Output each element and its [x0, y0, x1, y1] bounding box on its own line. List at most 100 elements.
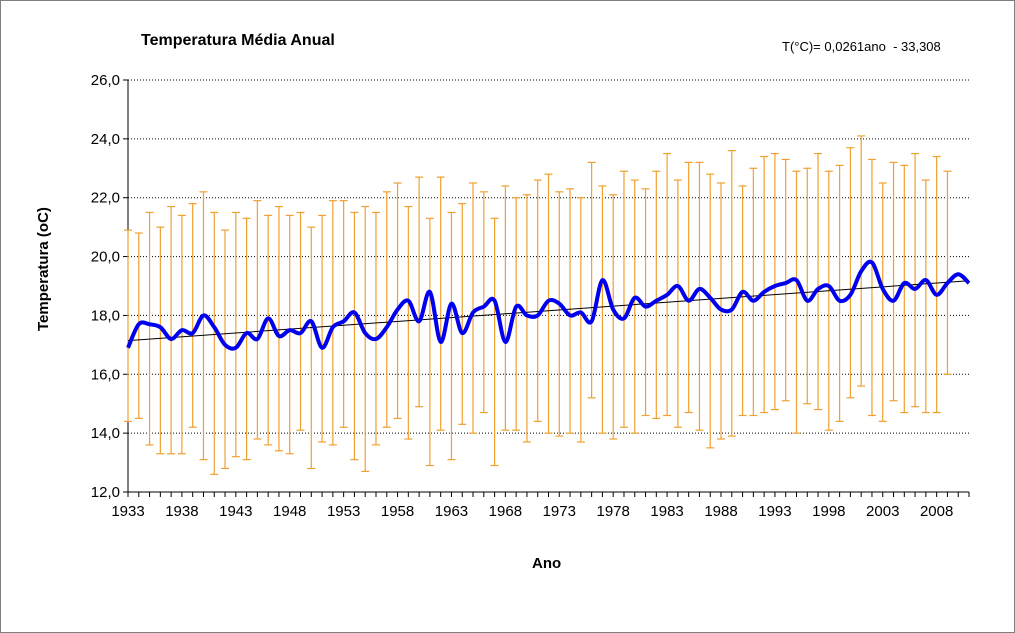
mean-temperature-line	[126, 259, 971, 351]
mean-point	[816, 287, 820, 291]
mean-point	[201, 313, 205, 317]
x-tick-label: 1968	[489, 503, 522, 520]
mean-point	[644, 305, 648, 309]
mean-point	[913, 287, 917, 291]
mean-point	[471, 310, 475, 314]
y-tick-label: 14,0	[91, 425, 120, 442]
mean-point	[730, 308, 734, 312]
mean-point	[633, 296, 637, 300]
mean-point	[827, 284, 831, 288]
mean-point	[449, 302, 453, 306]
mean-point	[514, 305, 518, 309]
mean-point	[557, 302, 561, 306]
mean-point	[945, 281, 949, 285]
mean-point	[622, 316, 626, 320]
mean-point	[266, 316, 270, 320]
y-tick-label: 18,0	[91, 307, 120, 324]
mean-point	[385, 325, 389, 329]
y-tick-label: 16,0	[91, 366, 120, 383]
mean-point	[881, 287, 885, 291]
trendline-equation: T(°C)= 0,0261ano - 33,308	[782, 39, 941, 54]
mean-point	[579, 310, 583, 314]
x-tick-label: 1953	[327, 503, 360, 520]
mean-point	[331, 325, 335, 329]
x-tick-label: 1963	[435, 503, 468, 520]
mean-point	[460, 331, 464, 335]
mean-point	[277, 334, 281, 338]
x-tick-label: 1993	[758, 503, 791, 520]
mean-point	[838, 299, 842, 303]
mean-point	[892, 299, 896, 303]
mean-point	[708, 296, 712, 300]
mean-point	[719, 308, 723, 312]
mean-point	[126, 346, 130, 350]
y-tick-label: 22,0	[91, 190, 120, 207]
trendline	[127, 280, 970, 342]
mean-point	[255, 337, 259, 341]
mean-point	[417, 319, 421, 323]
x-tick-label: 1958	[381, 503, 414, 520]
mean-point	[924, 278, 928, 282]
mean-point	[374, 337, 378, 341]
mean-point	[406, 299, 410, 303]
y-tick-label: 26,0	[91, 72, 120, 89]
mean-point	[158, 325, 162, 329]
mean-point	[654, 299, 658, 303]
mean-point	[568, 313, 572, 317]
mean-point	[525, 313, 529, 317]
y-tick-label: 24,0	[91, 131, 120, 148]
mean-point	[935, 293, 939, 297]
mean-point	[870, 260, 874, 264]
mean-point	[212, 325, 216, 329]
mean-point	[148, 322, 152, 326]
x-tick-label: 1948	[273, 503, 306, 520]
x-tick-label: 1973	[543, 503, 576, 520]
mean-point	[180, 328, 184, 332]
x-axis-label: Ano	[532, 555, 562, 572]
mean-point	[697, 287, 701, 291]
mean-point	[234, 346, 238, 350]
mean-point	[741, 290, 745, 294]
mean-point	[902, 281, 906, 285]
mean-point	[536, 313, 540, 317]
mean-point	[396, 308, 400, 312]
mean-point	[773, 284, 777, 288]
mean-point	[482, 305, 486, 309]
mean-point	[794, 278, 798, 282]
x-tick-label: 1983	[650, 503, 683, 520]
mean-point	[600, 278, 604, 282]
mean-point	[320, 346, 324, 350]
mean-point	[762, 290, 766, 294]
mean-point	[299, 331, 303, 335]
mean-point	[342, 319, 346, 323]
x-tick-label: 1978	[597, 503, 630, 520]
mean-point	[687, 299, 691, 303]
x-tick-label: 1943	[219, 503, 252, 520]
mean-point	[784, 281, 788, 285]
mean-point	[245, 331, 249, 335]
mean-point	[956, 272, 960, 276]
mean-point	[428, 290, 432, 294]
mean-point	[967, 281, 971, 285]
mean-point	[288, 328, 292, 332]
x-tick-label: 1933	[111, 503, 144, 520]
x-tick-label: 2008	[920, 503, 953, 520]
mean-point	[493, 299, 497, 303]
mean-point	[169, 337, 173, 341]
mean-point	[191, 331, 195, 335]
mean-point	[503, 340, 507, 344]
mean-point	[859, 269, 863, 273]
mean-point	[590, 319, 594, 323]
x-tick-label: 1998	[812, 503, 845, 520]
mean-point	[309, 319, 313, 323]
y-tick-label: 12,0	[91, 484, 120, 501]
chart-title: Temperatura Média Anual	[141, 32, 335, 49]
mean-point	[137, 322, 141, 326]
mean-point	[611, 308, 615, 312]
x-tick-label: 1988	[704, 503, 737, 520]
mean-point	[223, 343, 227, 347]
x-tick-label: 1938	[165, 503, 198, 520]
mean-point	[805, 299, 809, 303]
